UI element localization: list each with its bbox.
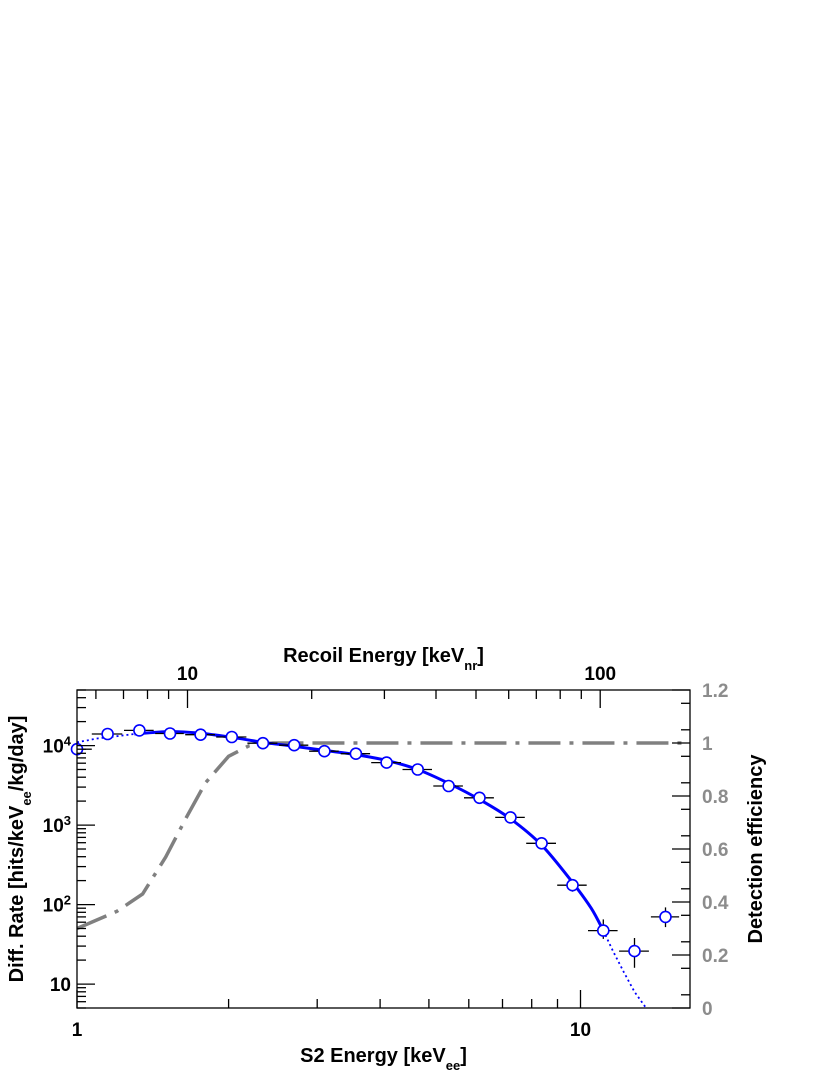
data-point — [557, 878, 587, 892]
data-point — [309, 744, 339, 758]
data-point — [650, 907, 680, 928]
data-point — [155, 727, 184, 740]
data-marker — [535, 836, 548, 850]
data-marker — [659, 910, 672, 924]
data-marker — [442, 779, 455, 793]
efficiency-curve — [76, 741, 690, 931]
fit-curve — [134, 730, 605, 932]
y2-tick-label: 0 — [702, 999, 713, 1020]
data-marker — [133, 724, 146, 737]
axes — [76, 689, 691, 1009]
top-x-tick-label: 10 — [177, 664, 198, 685]
data-point — [588, 919, 618, 939]
data-marker — [256, 736, 270, 750]
data-marker — [473, 791, 486, 805]
data-point — [340, 747, 371, 761]
y-tick-label: 103 — [43, 813, 71, 838]
data-point — [371, 756, 401, 769]
x-tick-label: 10 — [570, 1020, 591, 1041]
y-tick-label: 10 — [50, 975, 71, 996]
x-axis-title: S2 Energy [keVee] — [300, 1045, 467, 1073]
data-point — [526, 836, 556, 850]
data-point — [185, 728, 215, 742]
y-tick-label: 104 — [43, 733, 72, 758]
plot-area — [70, 724, 690, 1009]
data-point — [495, 811, 525, 824]
data-point — [279, 738, 309, 752]
data-marker — [566, 878, 579, 892]
data-marker — [225, 730, 239, 744]
y2-tick-label: 0.2 — [702, 946, 728, 967]
data-marker — [380, 756, 393, 769]
data-marker — [318, 744, 331, 758]
data-point — [433, 779, 463, 793]
data-marker — [194, 728, 207, 742]
top-axis-title: Recoil Energy [keVnr] — [283, 645, 484, 673]
data-point — [247, 736, 278, 750]
y-axis-title: Diff. Rate [hits/keVee/kg/day] — [6, 716, 34, 983]
y2-tick-label: 0.6 — [702, 840, 728, 861]
data-marker — [411, 763, 425, 776]
data-point — [402, 763, 432, 776]
y2-tick-label: 0.8 — [702, 787, 728, 808]
data-point — [124, 724, 154, 737]
y2-tick-label: 0.4 — [702, 893, 729, 914]
top-x-tick-label: 100 — [584, 664, 616, 685]
data-marker — [628, 944, 641, 958]
data-marker — [163, 727, 177, 740]
y2-tick-label: 1 — [702, 734, 713, 755]
data-point — [464, 791, 494, 805]
y2-axis-title: Detection efficiency — [745, 754, 767, 944]
fit-dotted-high — [602, 930, 647, 1009]
data-marker — [101, 727, 114, 741]
data-marker — [504, 811, 517, 824]
labels: 1 10 10 100 10 102 103 104 0 0.2 0.4 0.6 0.8 1 1.2 S2 E… — [6, 645, 767, 1073]
x-tick-label: 1 — [72, 1020, 83, 1041]
data-marker — [596, 924, 610, 937]
data-marker — [287, 738, 301, 752]
y2-tick-label: 1.2 — [702, 681, 728, 702]
y-tick-label: 102 — [43, 892, 71, 917]
data-marker — [349, 747, 363, 761]
data-point — [619, 938, 649, 968]
data-point — [91, 727, 123, 741]
data-point — [216, 730, 247, 744]
